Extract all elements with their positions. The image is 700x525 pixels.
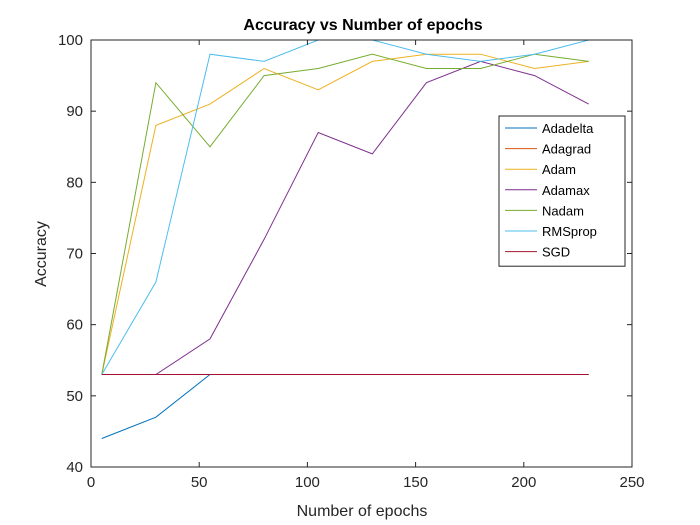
series-line-adamax bbox=[101, 60, 589, 375]
series-line-nadam bbox=[101, 53, 589, 375]
x-tick-label: 50 bbox=[191, 474, 208, 491]
legend-label-adamax: Adamax bbox=[542, 183, 590, 198]
legend-label-adagrad: Adagrad bbox=[542, 142, 591, 157]
legend-label-sgd: SGD bbox=[542, 245, 570, 260]
y-tick-label: 50 bbox=[66, 388, 83, 405]
y-tick-label: 70 bbox=[66, 246, 83, 263]
x-tick-label: 200 bbox=[511, 474, 536, 491]
axes: 0 50 100 150 200 250 40 50 60 70 80 90 100 bbox=[58, 32, 645, 491]
x-tick-label: 150 bbox=[403, 474, 428, 491]
y-tick-label: 100 bbox=[58, 32, 83, 49]
y-axis-label: Accuracy bbox=[33, 221, 50, 287]
chart-title: Accuracy vs Number of epochs bbox=[243, 17, 482, 34]
x-tick-label: 250 bbox=[619, 474, 644, 491]
x-axis-label: Number of epochs bbox=[297, 503, 428, 520]
y-tick-label: 80 bbox=[66, 174, 83, 191]
x-tick-label: 100 bbox=[295, 474, 320, 491]
legend-label-adadelta: Adadelta bbox=[542, 121, 594, 136]
y-tick-label: 90 bbox=[66, 103, 83, 120]
y-tick-label: 60 bbox=[66, 317, 83, 334]
legend-label-rmsprop: RMSprop bbox=[542, 224, 597, 239]
y-tick-label: 40 bbox=[66, 459, 83, 476]
legend-label-nadam: Nadam bbox=[542, 203, 584, 218]
legend-box bbox=[498, 115, 626, 267]
legend: Adadelta Adagrad Adam Adamax Nadam RMSprop SGD bbox=[498, 115, 626, 267]
legend-label-adam: Adam bbox=[542, 162, 576, 177]
x-tick-label: 0 bbox=[87, 474, 95, 491]
